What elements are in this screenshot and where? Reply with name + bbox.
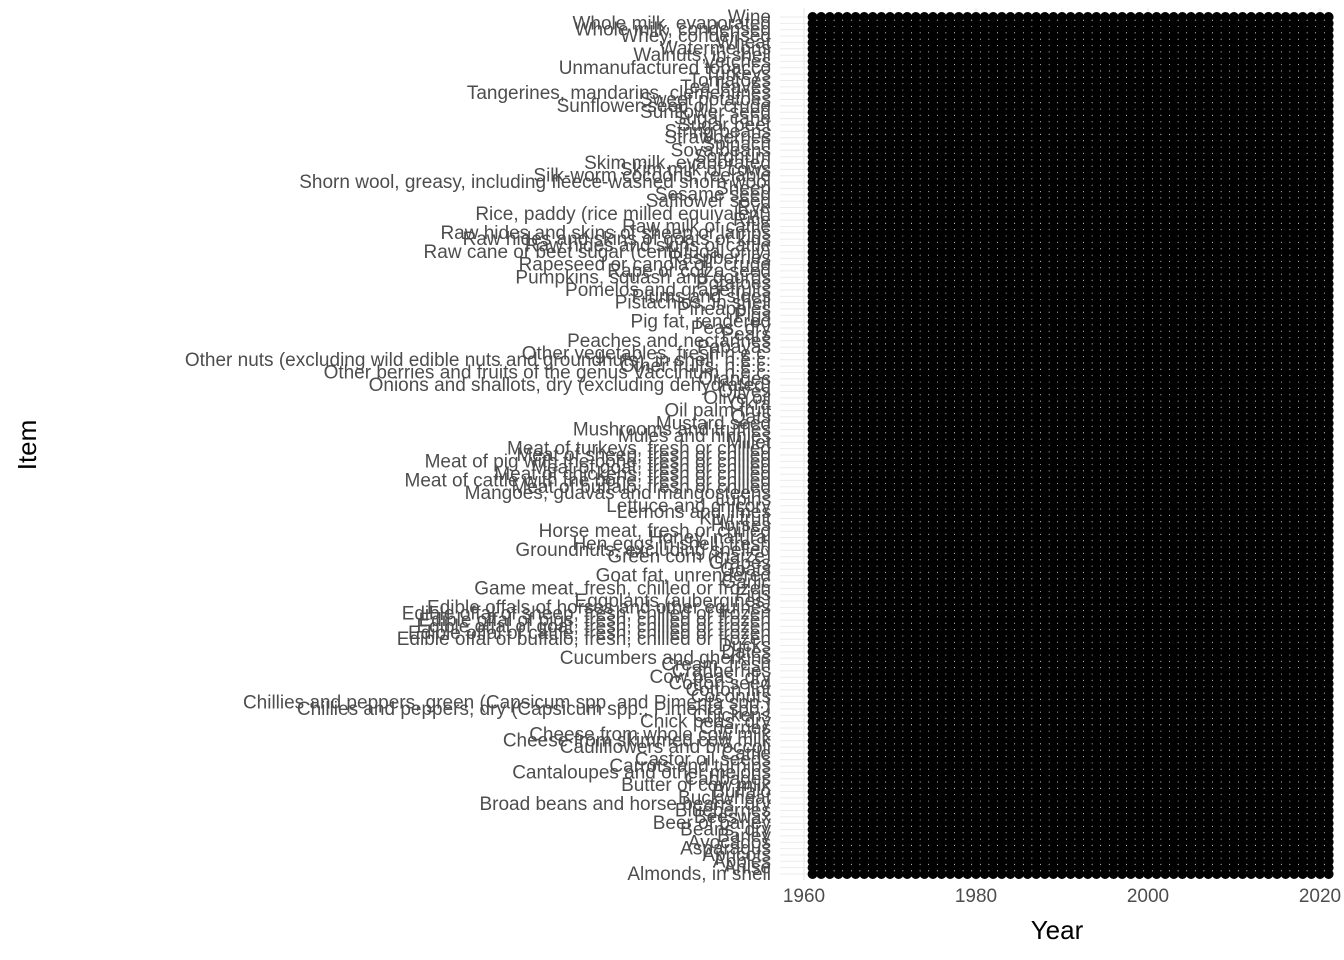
points-layer bbox=[807, 12, 1334, 879]
